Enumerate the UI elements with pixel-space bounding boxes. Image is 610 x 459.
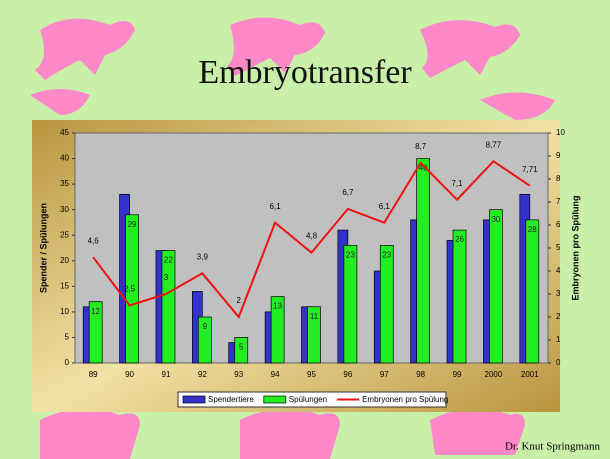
y2-tick-label: 7 [556,197,561,206]
legend-label: Embryonen pro Spülung [362,395,448,404]
bar-value-label: 29 [128,220,137,229]
y-tick-label: 0 [65,358,70,367]
line-value-label: 8,77 [486,140,502,149]
bar-value-label: 11 [310,312,319,321]
bar-value-label: 30 [491,215,500,224]
y2-tick-label: 1 [556,335,561,344]
y2-tick-label: 6 [556,220,561,229]
line-value-label: 6,1 [379,202,391,211]
y2-tick-label: 9 [556,151,561,160]
x-tick-label: 91 [162,370,171,379]
bar-value-label: 23 [382,251,391,260]
legend-label: Spülungen [289,395,327,404]
footer: Dr. Knut Springmann [505,441,601,453]
y2-tick-label: 3 [556,289,561,298]
x-tick-label: 2001 [521,370,539,379]
bar [489,210,502,363]
y-tick-label: 45 [60,128,69,137]
y-tick-label: 25 [60,230,69,239]
y2-tick-label: 10 [556,128,565,137]
bar [526,220,539,363]
y-axis-title: Spender / Spülungen [38,203,48,293]
line-value-label: 7,1 [451,179,463,188]
bar [380,245,393,363]
x-tick-label: 90 [125,370,134,379]
bar [453,230,466,363]
bar-value-label: 12 [91,307,100,316]
line-value-label: 7,71 [522,165,538,174]
y-tick-label: 10 [60,307,69,316]
line-value-label: 3 [164,273,169,282]
slide: Embryotransfer Spender / Spülungen Embry… [0,0,610,459]
bar-value-label: 22 [164,256,173,265]
line-value-label: 4,8 [306,232,318,241]
x-tick-label: 97 [380,370,389,379]
y-tick-label: 5 [65,333,70,342]
x-tick-label: 98 [416,370,425,379]
legend-swatch [183,396,205,403]
x-tick-label: 99 [453,370,462,379]
x-tick-label: 95 [307,370,316,379]
y2-tick-label: 5 [556,243,561,252]
x-tick-label: 92 [198,370,207,379]
line-value-label: 3,9 [197,252,209,261]
x-tick-label: 2000 [485,370,503,379]
y2-tick-label: 0 [556,358,561,367]
bar-value-label: 13 [273,302,282,311]
x-tick-label: 94 [271,370,280,379]
line-value-label: 2,5 [124,285,136,294]
y-tick-label: 20 [60,256,69,265]
y2-tick-label: 4 [556,266,561,275]
y-tick-label: 35 [60,179,69,188]
y2-tick-label: 8 [556,174,561,183]
y-tick-label: 30 [60,205,69,214]
x-tick-label: 93 [234,370,243,379]
x-tick-label: 89 [89,370,98,379]
line-value-label: 8,7 [415,142,427,151]
legend-label: Spendertiere [208,395,254,404]
bar-value-label: 28 [528,225,537,234]
y-tick-label: 40 [60,154,69,163]
y-tick-label: 15 [60,281,69,290]
bar-value-label: 5 [239,343,244,352]
line-value-label: 2 [237,296,242,305]
bar-value-label: 26 [455,235,464,244]
line-value-label: 4,6 [88,236,100,245]
bar-value-label: 9 [203,322,208,331]
y2-tick-label: 2 [556,312,561,321]
bar [344,245,357,363]
bar [162,251,175,363]
bar-value-label: 23 [346,251,355,260]
y2-axis-title: Embryonen pro Spülung [570,196,580,301]
bar [417,159,430,363]
line-value-label: 6,1 [270,202,282,211]
slide-title: Embryotransfer [198,54,412,91]
line-value-label: 6,7 [342,188,354,197]
x-tick-label: 96 [343,370,352,379]
legend-swatch [264,396,286,403]
